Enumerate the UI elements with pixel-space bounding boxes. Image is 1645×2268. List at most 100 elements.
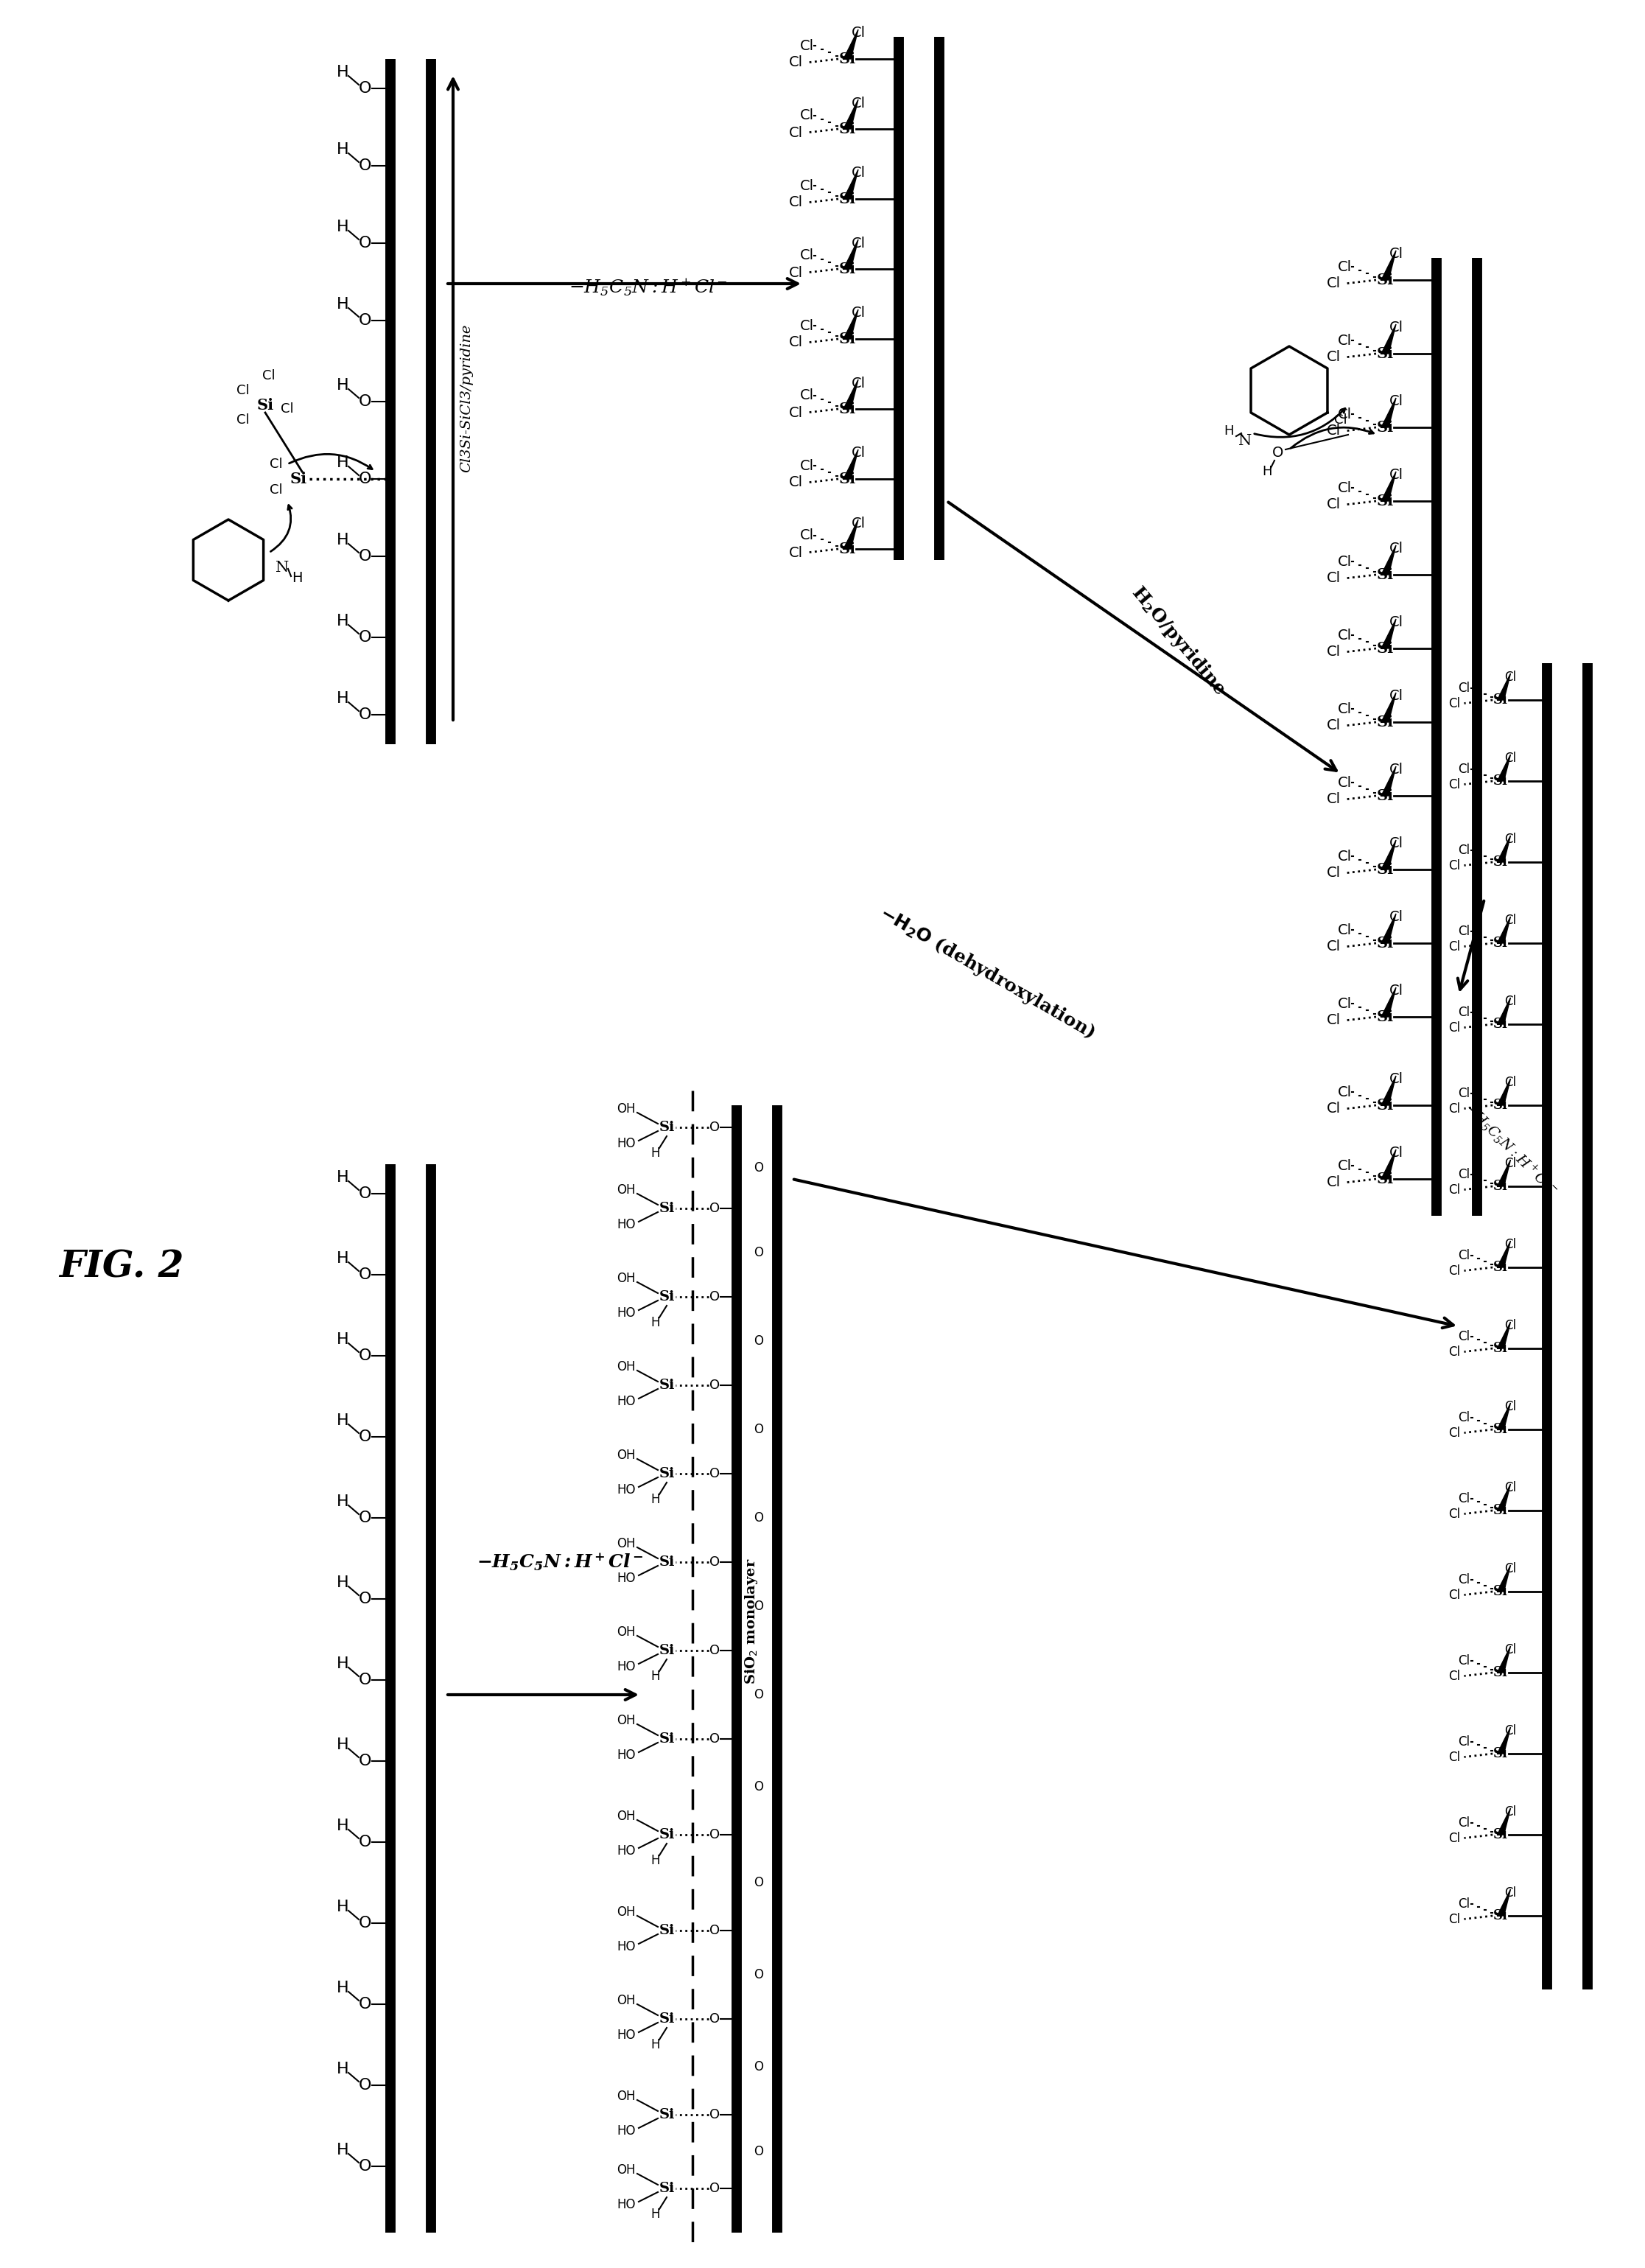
Text: Si: Si (839, 261, 855, 277)
Text: Si: Si (839, 191, 855, 206)
Text: Si: Si (1494, 1504, 1508, 1517)
Polygon shape (844, 240, 859, 270)
Text: O: O (753, 1161, 763, 1175)
Text: O: O (709, 1290, 721, 1304)
Text: Si: Si (658, 1733, 674, 1746)
Polygon shape (1382, 544, 1397, 574)
Text: OH: OH (617, 2089, 635, 2102)
Polygon shape (1497, 1647, 1510, 1672)
Text: Cl: Cl (1457, 1817, 1471, 1830)
Text: Cl: Cl (1334, 413, 1347, 426)
Text: O: O (359, 395, 372, 408)
Polygon shape (1497, 1241, 1510, 1268)
Polygon shape (1382, 1075, 1397, 1105)
Text: $\mathdefault{- H_5C_5N{:}H^+Cl^-}$: $\mathdefault{- H_5C_5N{:}H^+Cl^-}$ (569, 277, 727, 297)
Text: Cl: Cl (1337, 776, 1352, 789)
Text: Si: Si (1377, 789, 1393, 803)
Text: Cl: Cl (1326, 424, 1341, 438)
Text: Cl: Cl (1388, 395, 1403, 408)
Text: Cl: Cl (1326, 1014, 1341, 1027)
Text: Si: Si (839, 52, 855, 66)
Text: H: H (337, 2062, 349, 2077)
Text: Si: Si (290, 472, 308, 485)
Text: O: O (709, 1923, 721, 1937)
Text: O: O (359, 472, 372, 485)
Polygon shape (1382, 619, 1397, 649)
Text: H: H (337, 1901, 349, 1914)
Text: Cl: Cl (799, 179, 814, 193)
Text: HO: HO (617, 1218, 635, 1232)
Text: Cl: Cl (799, 320, 814, 333)
Text: OH: OH (617, 1272, 635, 1286)
Text: Cl: Cl (1505, 669, 1517, 683)
Text: O: O (753, 1510, 763, 1524)
Text: Cl: Cl (1388, 909, 1403, 925)
Polygon shape (1497, 674, 1510, 701)
Text: O: O (709, 1644, 721, 1658)
Text: Si: Si (257, 397, 273, 413)
Text: Si: Si (1494, 855, 1508, 869)
Text: Cl: Cl (850, 376, 865, 390)
Text: Si: Si (1377, 272, 1393, 288)
Polygon shape (1382, 987, 1397, 1016)
Text: OH: OH (617, 1626, 635, 1640)
Text: Cl: Cl (1337, 406, 1352, 422)
Text: Cl: Cl (1326, 572, 1341, 585)
Polygon shape (1497, 1889, 1510, 1916)
Text: O: O (753, 1245, 763, 1259)
Text: H: H (651, 2207, 660, 2220)
Text: $\mathdefault{- H_5C_5N{:}H^+Cl^-}$: $\mathdefault{- H_5C_5N{:}H^+Cl^-}$ (1459, 1100, 1561, 1200)
Text: HO: HO (617, 1572, 635, 1585)
Text: OH: OH (617, 1361, 635, 1374)
Text: Si: Si (1494, 773, 1508, 787)
Text: O: O (359, 313, 372, 329)
Text: Si: Si (658, 1379, 674, 1393)
Polygon shape (1497, 1322, 1510, 1349)
Text: Cl3Si-SiCl3/pyridine: Cl3Si-SiCl3/pyridine (459, 324, 474, 472)
Text: Cl: Cl (1457, 1898, 1471, 1910)
Text: O: O (359, 1996, 372, 2012)
Polygon shape (1382, 839, 1397, 869)
Text: O: O (709, 1733, 721, 1746)
Text: Si: Si (1494, 1018, 1508, 1032)
Text: Cl: Cl (1337, 481, 1352, 494)
Text: Si: Si (839, 472, 855, 485)
Text: O: O (753, 2146, 763, 2159)
Text: $\mathbf{- H_2O}$ (dehydroxylation): $\mathbf{- H_2O}$ (dehydroxylation) (875, 903, 1099, 1043)
Text: Cl: Cl (1505, 1481, 1517, 1495)
Text: Si: Si (1377, 567, 1393, 583)
Text: Si: Si (1377, 642, 1393, 655)
Polygon shape (1497, 1404, 1510, 1429)
Text: Cl: Cl (1505, 1399, 1517, 1413)
Text: Cl: Cl (788, 336, 803, 349)
Text: Si: Si (658, 1644, 674, 1658)
Text: N: N (1239, 433, 1252, 447)
Text: O: O (359, 236, 372, 249)
Text: Cl: Cl (1326, 1102, 1341, 1116)
Text: O: O (359, 1592, 372, 1606)
Text: Cl: Cl (799, 249, 814, 263)
Text: HO: HO (617, 1939, 635, 1953)
Text: Cl: Cl (1505, 1157, 1517, 1170)
Polygon shape (1497, 1080, 1510, 1105)
Text: Cl: Cl (788, 195, 803, 209)
Text: Cl: Cl (1505, 1642, 1517, 1656)
Text: O: O (1273, 447, 1283, 460)
Text: Cl: Cl (1505, 751, 1517, 764)
Text: Si: Si (1377, 420, 1393, 435)
Text: Cl: Cl (1326, 866, 1341, 880)
Text: OH: OH (617, 1810, 635, 1823)
Text: Cl: Cl (270, 458, 283, 472)
Text: Cl: Cl (1388, 320, 1403, 336)
Text: O: O (709, 1467, 721, 1481)
Text: Cl: Cl (1337, 923, 1352, 937)
Text: Si: Si (1494, 1261, 1508, 1275)
Text: H: H (337, 1170, 349, 1184)
Text: Cl: Cl (1448, 1102, 1461, 1116)
Text: Cl: Cl (799, 528, 814, 542)
Text: Si: Si (658, 1923, 674, 1937)
Text: Cl: Cl (850, 95, 865, 111)
Text: Cl: Cl (1326, 497, 1341, 513)
Polygon shape (1382, 692, 1397, 721)
Text: O: O (359, 2159, 372, 2173)
